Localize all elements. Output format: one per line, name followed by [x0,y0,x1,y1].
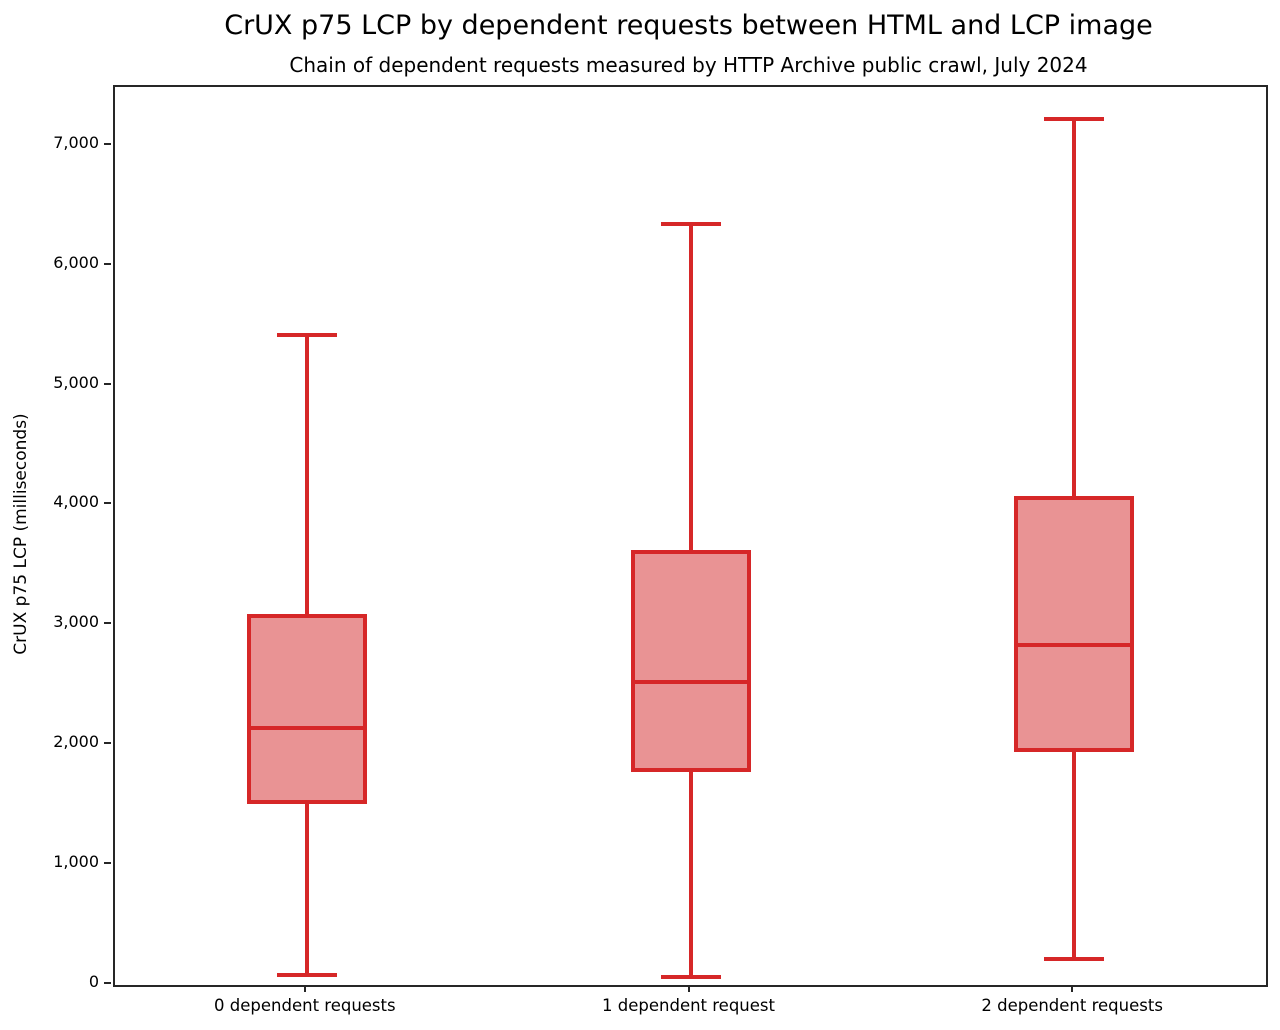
x-tick-mark [1071,985,1074,992]
whisker-line-lower [688,769,693,978]
whisker-line-upper [1072,118,1077,498]
y-tick-label: 4,000 [53,492,99,512]
whisker-cap-bottom [1044,957,1105,962]
y-tick-label: 6,000 [53,252,99,272]
y-tick-label: 0 [88,972,99,991]
whisker-cap-bottom [276,973,337,978]
y-tick-mark [104,382,111,385]
median-line [246,725,367,730]
box-rect [630,549,751,772]
whisker-cap-top [1044,116,1105,121]
y-tick-mark [104,622,111,625]
box-rect [246,614,367,804]
whisker-line-upper [688,223,693,552]
chart-subtitle: Chain of dependent requests measured by … [289,53,1088,77]
y-tick-label: 1,000 [53,852,99,872]
median-line [630,679,751,684]
y-tick-mark [104,742,111,745]
y-tick-mark [104,262,111,265]
whisker-line-upper [304,334,309,617]
median-line [1014,642,1135,647]
whisker-cap-top [660,221,721,226]
x-tick-label: 0 dependent requests [214,996,396,1015]
y-tick-label: 3,000 [53,612,99,632]
chart-title: CrUX p75 LCP by dependent requests betwe… [224,10,1153,41]
y-tick-label: 5,000 [53,372,99,392]
y-tick-mark [104,862,111,865]
whisker-cap-bottom [660,975,721,980]
box-rect [1014,495,1135,752]
plot-area [113,85,1268,987]
y-tick-mark [104,142,111,145]
whisker-line-lower [304,801,309,976]
y-tick-label: 2,000 [53,732,99,752]
x-tick-label: 2 dependent requests [981,996,1163,1015]
x-tick-mark [687,985,690,992]
y-tick-mark [104,982,111,984]
y-tick-label: 7,000 [53,132,99,152]
y-tick-mark [104,502,111,505]
x-tick-mark [303,985,306,992]
whisker-cap-top [276,332,337,337]
whisker-line-lower [1072,750,1077,960]
x-tick-label: 1 dependent request [602,996,775,1015]
